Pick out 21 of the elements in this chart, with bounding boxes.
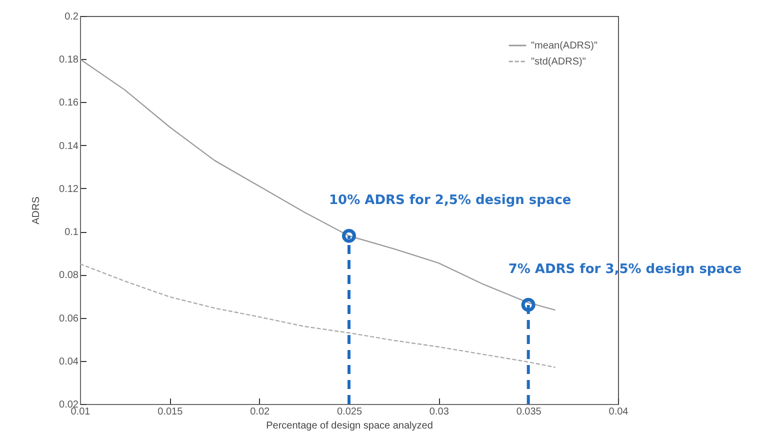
- y-tick-label: 0.04: [59, 356, 79, 368]
- x-axis-title: Percentage of design space analyzed: [266, 420, 433, 432]
- y-tick-label: 0.1: [64, 227, 79, 238]
- legend-label: "std(ADRS)": [531, 56, 586, 68]
- x-tick-label: 0.01: [70, 406, 91, 418]
- y-tick-label: 0.18: [59, 54, 79, 66]
- x-tick-label: 0.015: [158, 406, 184, 418]
- x-tick-label: 0.02: [250, 406, 270, 418]
- legend-label: "mean(ADRS)": [531, 40, 598, 52]
- y-tick-label: 0.08: [59, 270, 79, 282]
- y-tick-label: 0.12: [59, 184, 79, 195]
- x-tick-label: 0.04: [608, 406, 629, 418]
- y-tick-label: 0.06: [59, 313, 79, 324]
- x-tick-label: 0.025: [336, 406, 362, 418]
- y-tick-label: 0.14: [59, 140, 79, 152]
- y-tick-label: 0.16: [59, 98, 79, 109]
- x-tick-label: 0.03: [429, 406, 450, 418]
- x-tick-label: 0.035: [516, 406, 542, 418]
- y-tick-label: 0.2: [64, 12, 79, 22]
- y-axis-title: ADRS: [31, 196, 42, 224]
- annotation: 10% ADRS for 2,5% design space: [329, 192, 572, 208]
